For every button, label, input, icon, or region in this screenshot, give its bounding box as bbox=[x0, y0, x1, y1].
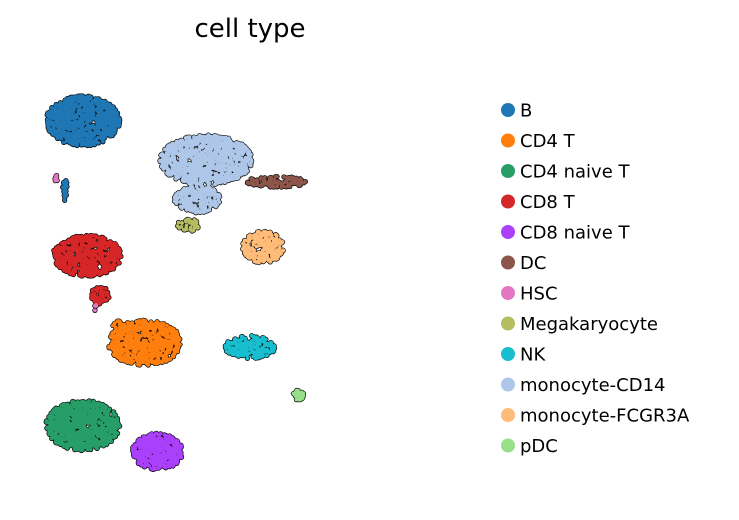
chart-title: cell type bbox=[194, 14, 305, 44]
scatter-points bbox=[43, 93, 309, 472]
